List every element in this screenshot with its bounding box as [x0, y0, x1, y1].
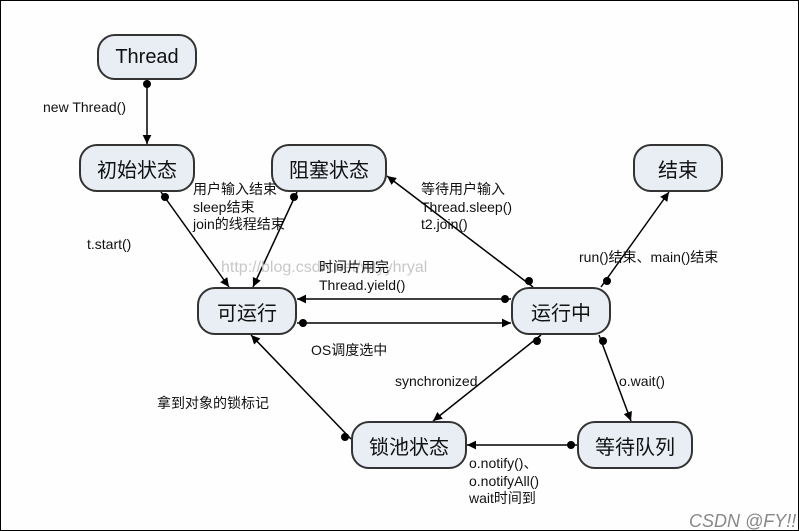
edge-label-t_start: t.start(): [87, 236, 131, 254]
edge-label-notify: o.notify()、 o.notifyAll() wait时间到: [469, 455, 539, 508]
credit-text: CSDN @FY!!: [689, 511, 796, 531]
edge-label-sync: synchronized: [395, 373, 478, 391]
node-blocked: 阻塞状态: [271, 144, 387, 192]
node-lock: 锁池状态: [351, 421, 467, 469]
edge-label-run_end: run()结束、main()结束: [579, 249, 718, 267]
edge-running-to-ready: [297, 295, 511, 304]
edge-waitq-to-lock: [467, 441, 577, 450]
edge-label-os_sched: OS调度选中: [311, 342, 387, 360]
node-init: 初始状态: [79, 144, 195, 192]
edge-label-user_sleep: 用户输入结束 sleep结束 join的线程结束: [193, 181, 285, 234]
edge-label-wait_input: 等待用户输入 Thread.sleep() t2.join(): [421, 181, 512, 234]
node-thread: Thread: [97, 34, 197, 80]
node-running: 运行中: [511, 287, 611, 335]
node-ready: 可运行: [197, 287, 297, 335]
node-end: 结束: [633, 144, 723, 192]
edge-thread-to-init: [143, 80, 152, 144]
edge-label-new_thread: new Thread(): [43, 99, 126, 117]
node-waitq: 等待队列: [577, 421, 693, 469]
edge-label-o_wait: o.wait(): [619, 373, 665, 391]
edge-running-to-end: [601, 192, 669, 287]
edge-label-yield: 时间片用完 Thread.yield(): [319, 259, 405, 294]
edge-ready-to-running: [297, 319, 511, 328]
edge-label-lock_get: 拿到对象的锁标记: [157, 395, 269, 413]
diagram-frame: http://blog.csdn.net/wtyyhryal CSDN @FY!…: [0, 0, 799, 531]
